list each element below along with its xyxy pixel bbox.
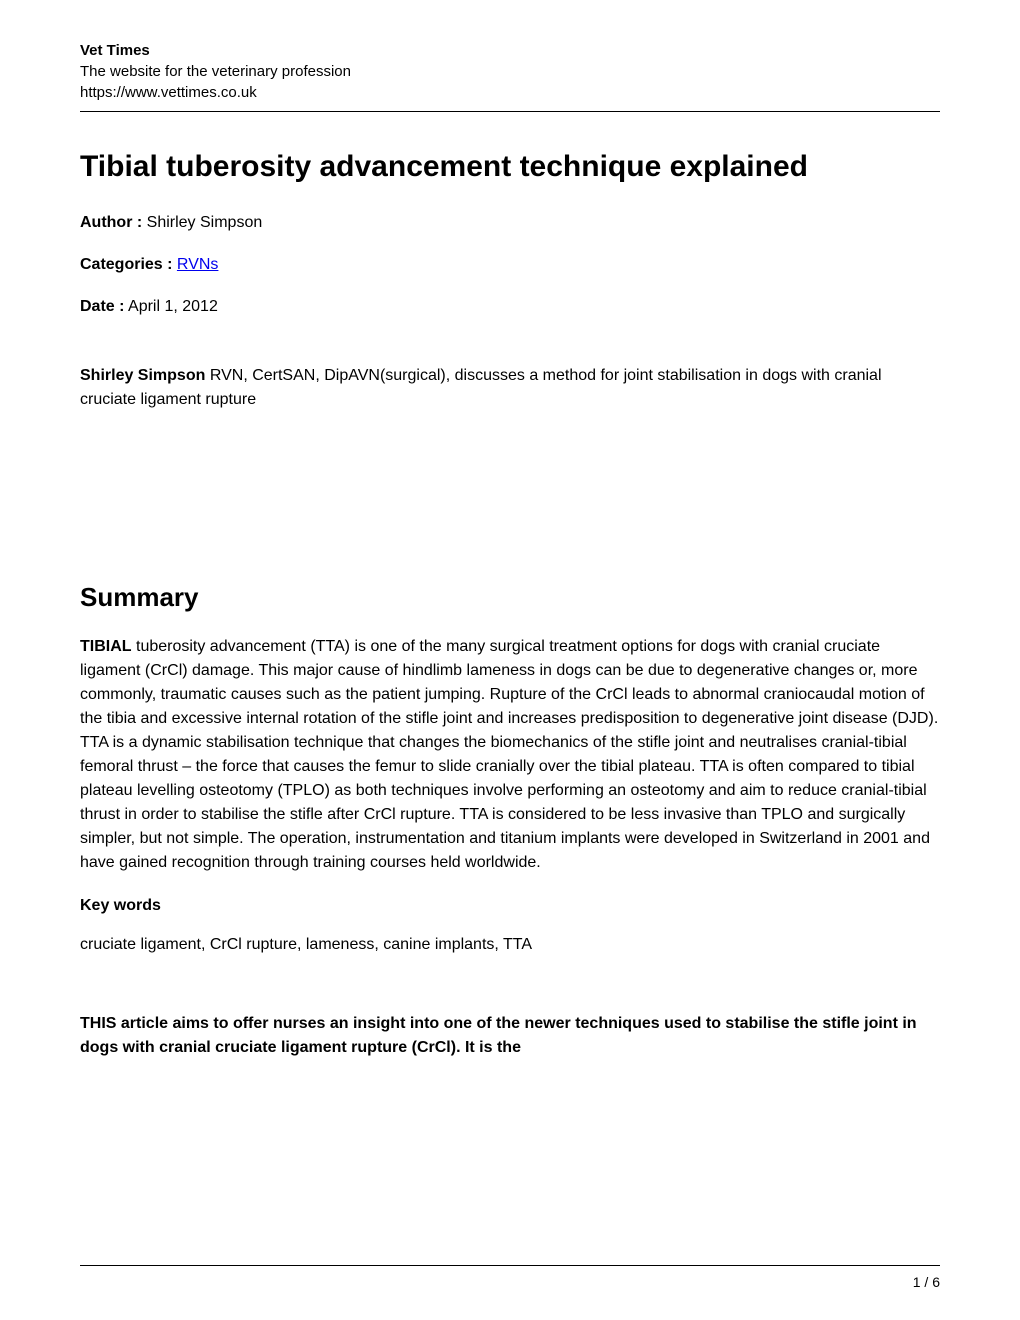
- keywords-text: cruciate ligament, CrCl rupture, lamenes…: [80, 933, 940, 957]
- summary-body-text: tuberosity advancement (TTA) is one of t…: [80, 638, 938, 871]
- page-footer: 1 / 6: [80, 1265, 940, 1290]
- site-url: https://www.vettimes.co.uk: [80, 82, 940, 103]
- footer-divider: [80, 1265, 940, 1266]
- categories-row: Categories : RVNs: [80, 253, 940, 277]
- page-header: Vet Times The website for the veterinary…: [80, 40, 940, 103]
- site-subtitle: The website for the veterinary professio…: [80, 61, 940, 82]
- keywords-heading: Key words: [80, 897, 940, 915]
- header-divider: [80, 111, 940, 112]
- article-title: Tibial tuberosity advancement technique …: [80, 147, 940, 186]
- categories-label: Categories :: [80, 256, 172, 273]
- author-row: Author : Shirley Simpson: [80, 211, 940, 235]
- summary-body: TIBIAL tuberosity advancement (TTA) is o…: [80, 635, 940, 875]
- date-row: Date : April 1, 2012: [80, 295, 940, 319]
- author-value: Shirley Simpson: [142, 214, 262, 231]
- site-title: Vet Times: [80, 40, 940, 61]
- page-number: 1 / 6: [80, 1274, 940, 1290]
- author-name-bold: Shirley Simpson: [80, 367, 205, 384]
- date-value: April 1, 2012: [124, 298, 217, 315]
- date-label: Date :: [80, 298, 124, 315]
- summary-heading: Summary: [80, 582, 940, 613]
- author-credentials-block: Shirley Simpson RVN, CertSAN, DipAVN(sur…: [80, 364, 940, 412]
- categories-link[interactable]: RVNs: [177, 256, 219, 273]
- author-label: Author :: [80, 214, 142, 231]
- tibial-bold: TIBIAL: [80, 638, 132, 655]
- closing-text: THIS article aims to offer nurses an ins…: [80, 1012, 940, 1060]
